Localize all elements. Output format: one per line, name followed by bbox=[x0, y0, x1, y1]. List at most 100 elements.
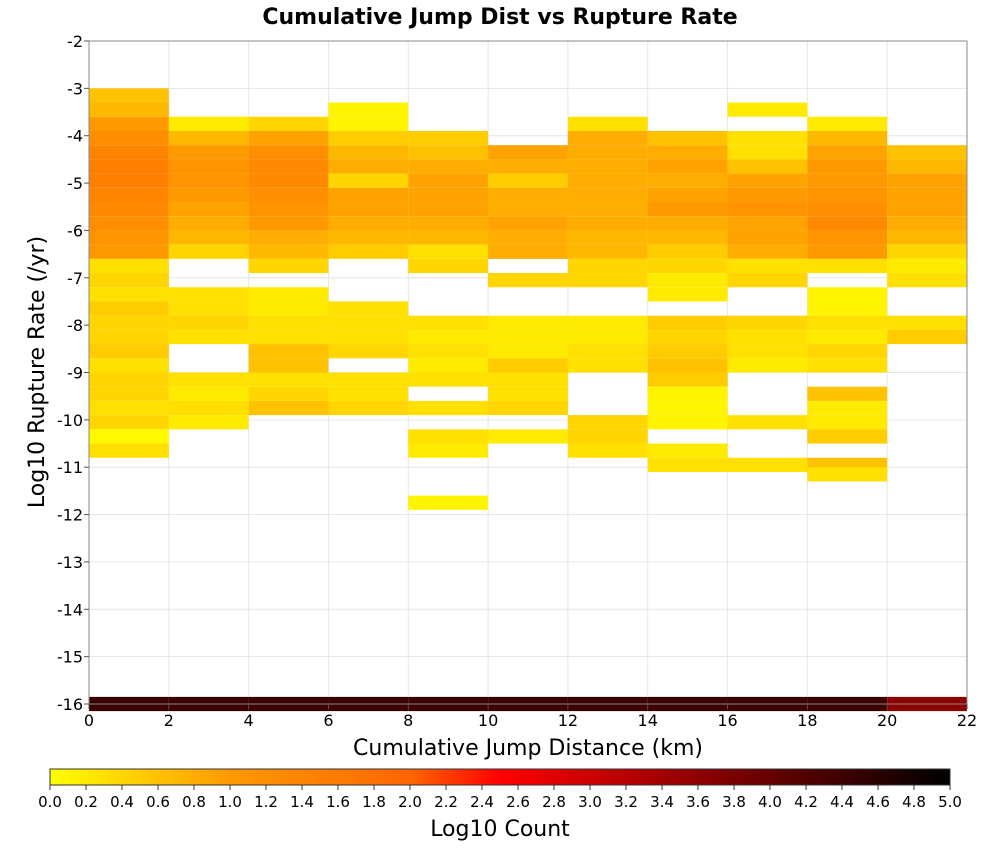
heatmap-cell bbox=[248, 116, 329, 131]
heatmap-cell bbox=[807, 187, 888, 203]
heatmap-cell bbox=[408, 173, 489, 188]
chart-title: Cumulative Jump Dist vs Rupture Rate bbox=[262, 5, 737, 30]
heatmap-cell bbox=[807, 287, 888, 302]
heatmap-cell bbox=[168, 202, 249, 217]
heatmap-cell bbox=[567, 145, 648, 160]
heatmap-cell bbox=[567, 273, 648, 288]
heatmap-cell bbox=[567, 216, 648, 231]
heatmap-cell bbox=[168, 187, 249, 203]
heatmap-cell bbox=[89, 443, 169, 458]
heatmap-cell bbox=[408, 372, 489, 387]
colorbar-tick-label: 3.8 bbox=[722, 793, 746, 811]
heatmap-cell bbox=[89, 273, 169, 288]
heatmap-cell bbox=[89, 244, 169, 259]
colorbar bbox=[49, 768, 951, 786]
y-tick-label: -11 bbox=[57, 458, 83, 477]
heatmap-cell bbox=[488, 202, 568, 217]
heatmap-cell bbox=[567, 202, 648, 217]
heatmap-cell bbox=[887, 159, 967, 174]
heatmap-cell bbox=[567, 230, 648, 245]
heatmap-cell bbox=[328, 301, 409, 316]
heatmap-cell bbox=[408, 315, 489, 330]
x-axis-ticks: 0 2 4 6 8 10 12 14 16 18 20 22 bbox=[84, 704, 977, 730]
heatmap-cell bbox=[567, 315, 648, 330]
heatmap-cell bbox=[807, 202, 888, 217]
x-tick-label: 14 bbox=[638, 711, 658, 730]
heatmap-cells bbox=[89, 88, 967, 712]
colorbar-tick-label: 0.8 bbox=[182, 793, 206, 811]
heatmap-cell bbox=[567, 443, 648, 458]
heatmap-cell bbox=[887, 173, 967, 188]
heatmap-cell bbox=[807, 145, 888, 160]
x-tick-label: 12 bbox=[558, 711, 578, 730]
heatmap-cell bbox=[89, 145, 169, 160]
y-tick-label: -13 bbox=[57, 553, 83, 572]
heatmap-cell bbox=[647, 287, 728, 302]
heatmap-cell bbox=[887, 187, 967, 203]
heatmap-cell bbox=[89, 116, 169, 131]
colorbar-label: Log10 Count bbox=[430, 817, 570, 842]
heatmap-cell bbox=[567, 187, 648, 203]
y-tick-label: -7 bbox=[67, 269, 83, 288]
heatmap-cell bbox=[887, 145, 967, 160]
heatmap-cell bbox=[328, 244, 409, 259]
heatmap-cell bbox=[168, 130, 249, 146]
heatmap-cell bbox=[727, 273, 808, 288]
y-tick-label: -8 bbox=[67, 316, 83, 335]
x-tick-label: 10 bbox=[478, 711, 498, 730]
colorbar-tick-label: 1.2 bbox=[254, 793, 278, 811]
heatmap-cell bbox=[887, 230, 967, 245]
heatmap-cell bbox=[89, 130, 169, 146]
heatmap-cell bbox=[408, 258, 489, 274]
heatmap-cell bbox=[727, 130, 808, 146]
heatmap-cell bbox=[408, 202, 489, 217]
heatmap-cell bbox=[488, 358, 568, 373]
heatmap-cell bbox=[328, 329, 409, 345]
heatmap-cell bbox=[647, 159, 728, 174]
heatmap-cell bbox=[567, 358, 648, 373]
colorbar-ticks: 0.0 0.2 0.4 0.6 0.8 1.0 1.2 1.4 1.6 1.8 2.0 2.2 2.4 2… bbox=[38, 785, 962, 811]
heatmap-cell bbox=[567, 429, 648, 444]
heatmap-cell bbox=[807, 358, 888, 373]
heatmap-cell bbox=[488, 173, 568, 188]
heatmap-cell bbox=[89, 216, 169, 231]
colorbar-tick-label: 3.2 bbox=[614, 793, 638, 811]
heatmap-cell bbox=[647, 415, 728, 430]
colorbar-tick-label: 0.2 bbox=[74, 793, 98, 811]
heatmap-cell bbox=[168, 145, 249, 160]
y-axis-label: Log10 Rupture Rate (/yr) bbox=[25, 236, 50, 508]
heatmap-cell bbox=[807, 415, 888, 430]
colorbar-tick-label: 4.8 bbox=[902, 793, 926, 811]
heatmap-cell bbox=[647, 145, 728, 160]
heatmap-cell bbox=[328, 386, 409, 401]
heatmap-cell bbox=[248, 315, 329, 330]
y-tick-label: -14 bbox=[57, 600, 83, 619]
heatmap-cell bbox=[408, 216, 489, 231]
heatmap-cell bbox=[488, 429, 568, 444]
heatmap-cell bbox=[488, 273, 568, 288]
heatmap-cell bbox=[248, 244, 329, 259]
heatmap-cell bbox=[168, 173, 249, 188]
heatmap-cell bbox=[89, 102, 169, 117]
heatmap-cell bbox=[727, 173, 808, 188]
heatmap-cell bbox=[567, 130, 648, 146]
heatmap-cell bbox=[647, 258, 728, 274]
heatmap-cell bbox=[807, 386, 888, 401]
colorbar-tick-label: 4.6 bbox=[866, 793, 890, 811]
heatmap-cell bbox=[248, 258, 329, 274]
heatmap-cell bbox=[328, 116, 409, 131]
colorbar-tick-label: 2.4 bbox=[470, 793, 494, 811]
heatmap-cell bbox=[488, 372, 568, 387]
heatmap-cell bbox=[647, 372, 728, 387]
y-tick-label: -10 bbox=[57, 411, 83, 430]
heatmap-cell bbox=[488, 315, 568, 330]
heatmap-cell bbox=[647, 315, 728, 330]
heatmap-cell bbox=[727, 102, 808, 117]
heatmap-cell bbox=[408, 230, 489, 245]
heatmap-cell bbox=[248, 159, 329, 174]
heatmap-cell bbox=[408, 400, 489, 416]
y-tick-label: -2 bbox=[67, 32, 83, 51]
heatmap-cell bbox=[89, 429, 169, 444]
colorbar-tick-label: 3.6 bbox=[686, 793, 710, 811]
